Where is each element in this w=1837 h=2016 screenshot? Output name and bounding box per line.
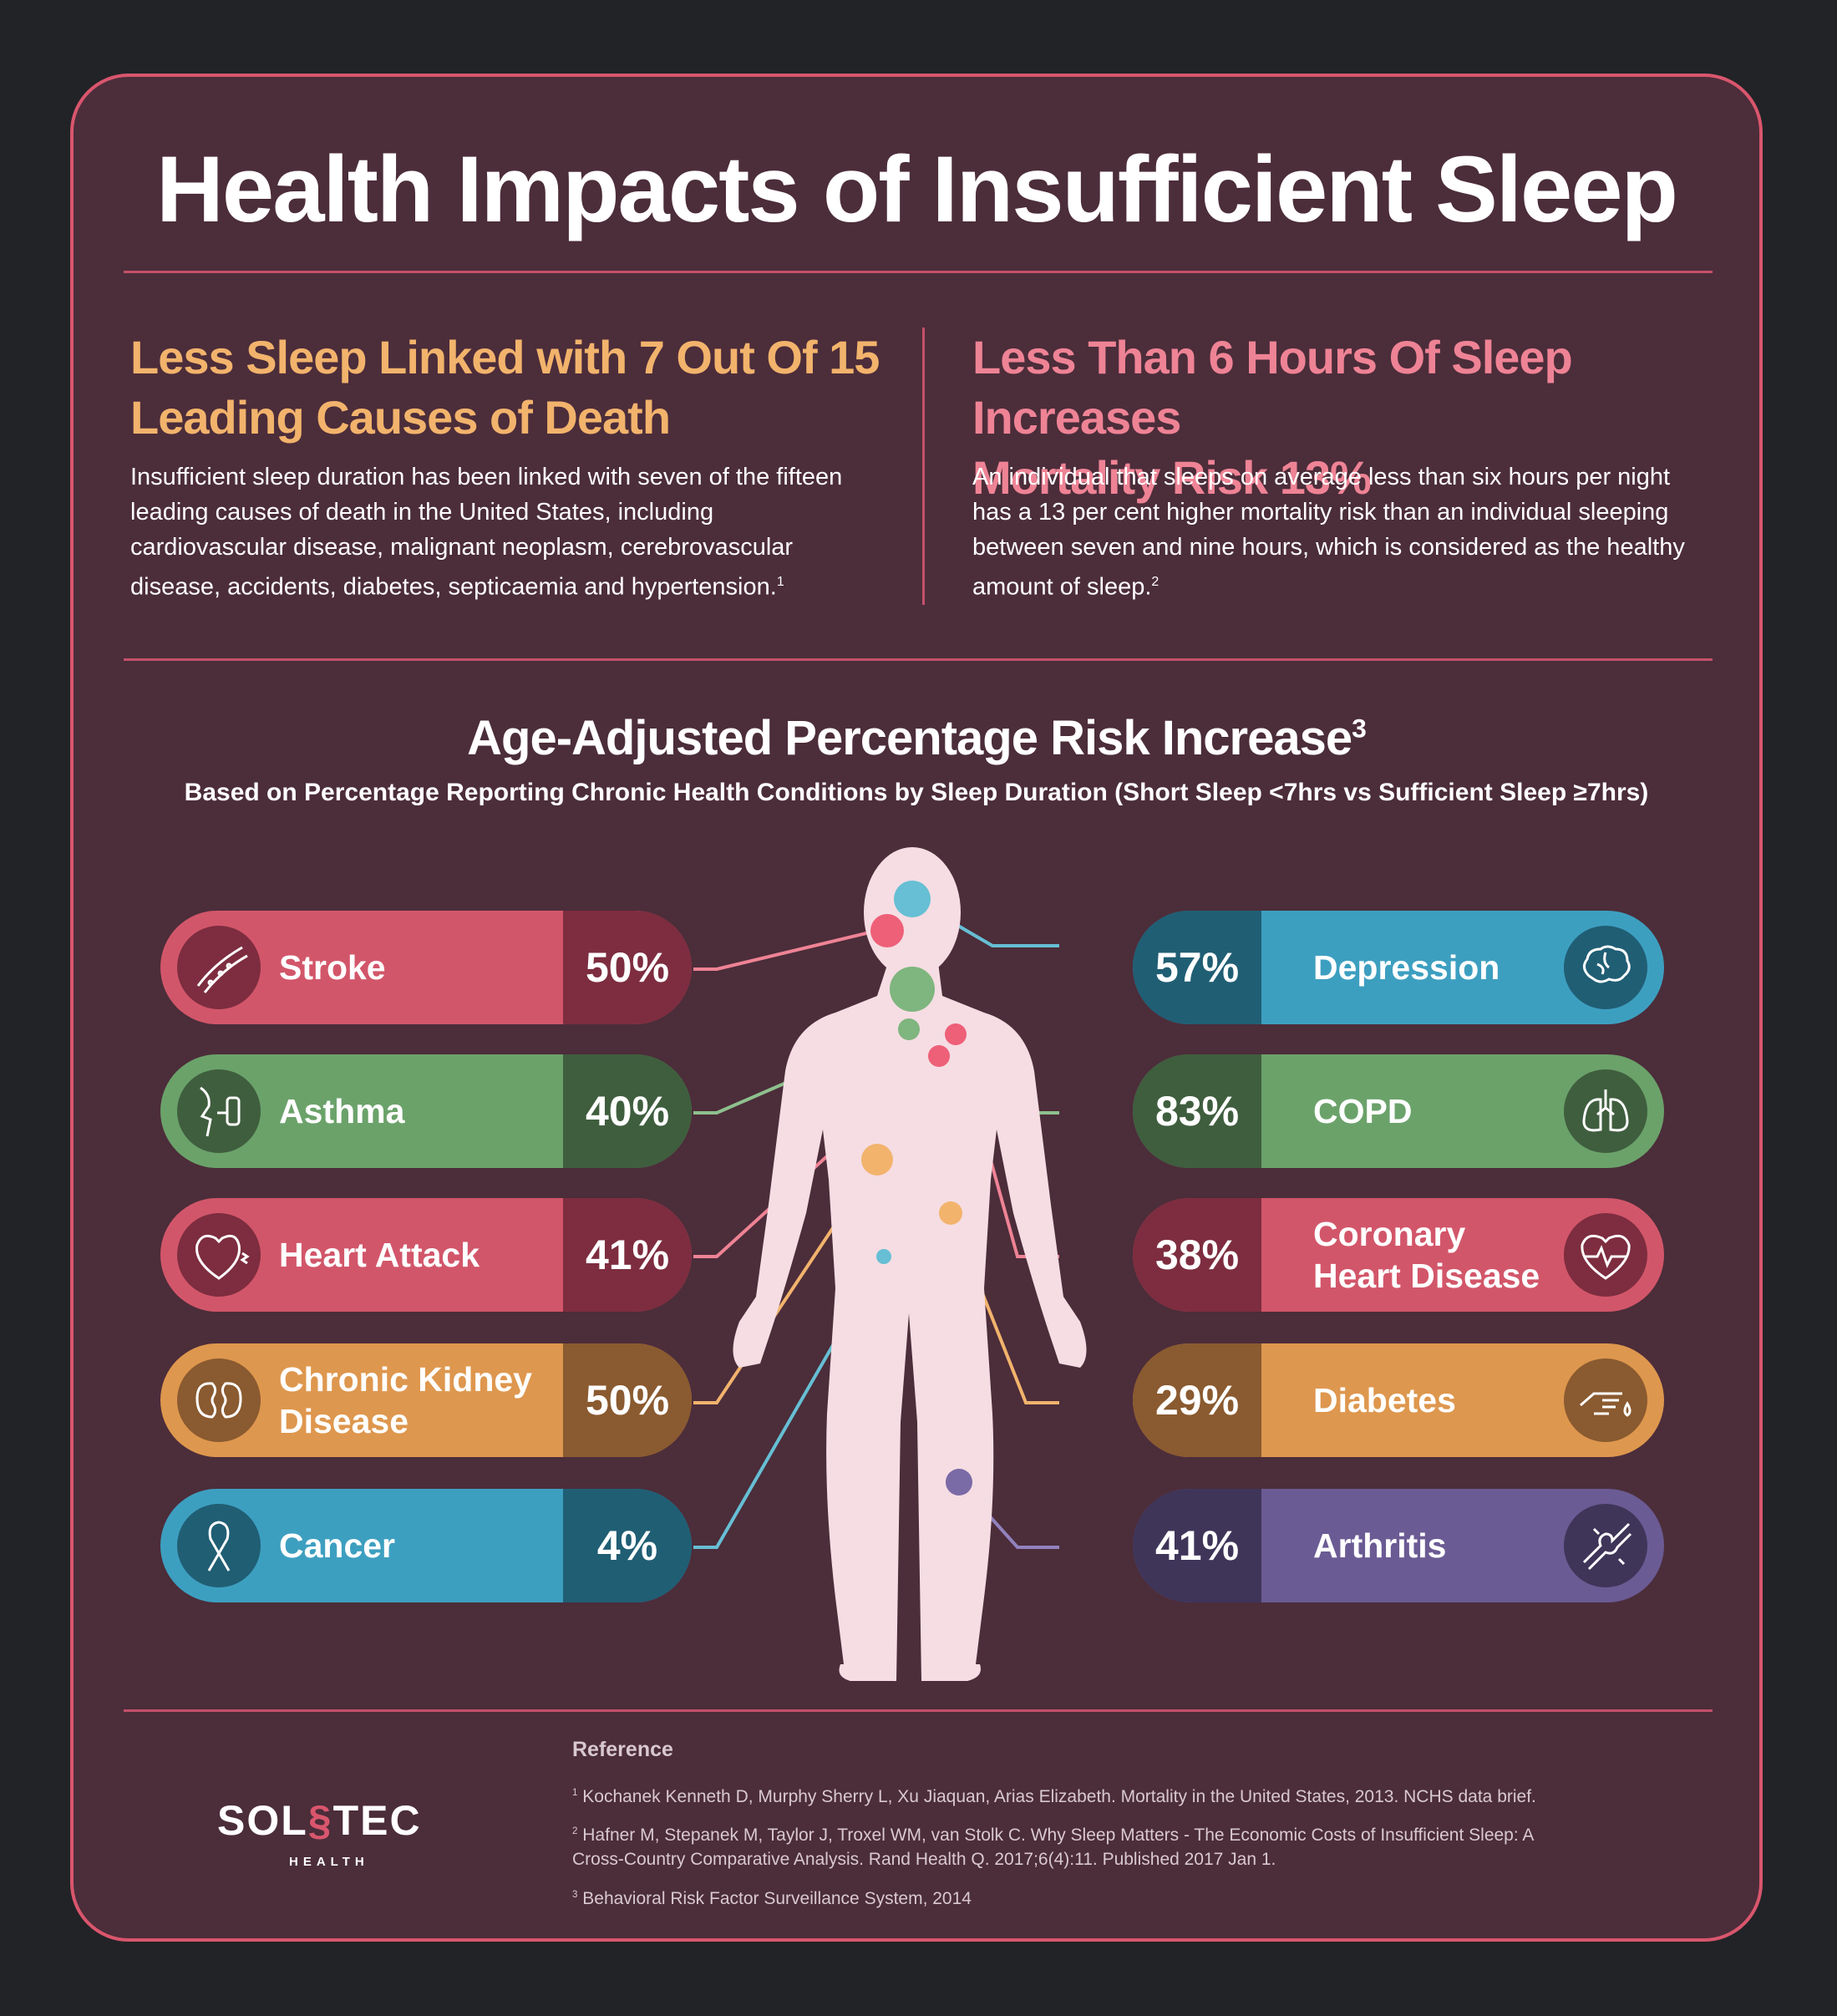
dna-icon: § [307, 1797, 333, 1844]
finger-drop-icon [1564, 1358, 1647, 1442]
lungs-icon [1564, 1069, 1647, 1153]
section-subtitle: Based on Percentage Reporting Chronic He… [184, 779, 1649, 806]
condition-name: Depression [1313, 948, 1500, 987]
condition-stroke: Stroke 50% [160, 911, 692, 1024]
condition-value: 41% [563, 1198, 692, 1312]
joint-icon [1564, 1504, 1647, 1587]
reference-item: 3 Behavioral Risk Factor Surveillance Sy… [572, 1889, 972, 1908]
divider [124, 658, 1713, 661]
condition-name: Cancer [279, 1526, 396, 1565]
condition-name: Chronic Kidney Disease [279, 1360, 532, 1440]
right-column-heading: Less Than 6 Hours Of Sleep Increases Mor… [972, 331, 1573, 504]
condition-asthma: Asthma 40% [160, 1054, 692, 1168]
divider [124, 1709, 1713, 1712]
reference-item: 2 Hafner M, Stepanek M, Taylor J, Troxel… [572, 1826, 1534, 1869]
condition-name: Arthritis [1313, 1526, 1447, 1565]
marker-cancer [876, 1249, 891, 1264]
page-title: Health Impacts of Insufficient Sleep [156, 137, 1678, 241]
divider [124, 271, 1713, 273]
condition-copd: 83% COPD [1133, 1054, 1664, 1168]
condition-value: 57% [1133, 911, 1261, 1024]
marker-depression [894, 881, 931, 917]
marker-asthma [898, 1018, 920, 1040]
condition-name: Stroke [279, 948, 386, 987]
ribbon-icon [177, 1504, 261, 1587]
condition-value: 83% [1133, 1054, 1261, 1168]
left-column-heading: Less Sleep Linked with 7 Out Of 15 Leadi… [130, 331, 880, 444]
left-column-body: Insufficient sleep duration has been lin… [130, 464, 843, 601]
column-divider [922, 328, 925, 605]
condition-name: Asthma [279, 1092, 405, 1130]
marker-copd [890, 967, 935, 1012]
connector-kidney [693, 1160, 879, 1404]
body-markers [861, 881, 972, 1495]
kidney-icon [177, 1358, 261, 1442]
infographic-card: Health Impacts of Insufficient Sleep Les… [70, 74, 1763, 1942]
marker-coronary [945, 1023, 967, 1045]
condition-name: Coronary Heart Disease [1313, 1215, 1540, 1295]
condition-name: Heart Attack [279, 1236, 480, 1274]
body-figure [693, 847, 1087, 1681]
condition-diabetes: 29% Diabetes [1133, 1343, 1664, 1457]
condition-value: 29% [1133, 1343, 1261, 1457]
marker-arthritis [946, 1469, 972, 1495]
condition-value: 50% [563, 1343, 692, 1457]
marker-stroke [870, 914, 904, 947]
soltec-logo: SOL§TEC [217, 1797, 422, 1844]
condition-arthritis: 41% Arthritis [1133, 1489, 1664, 1602]
reference-item: 1 Kochanek Kenneth D, Murphy Sherry L, X… [572, 1787, 1536, 1806]
heart-icon [177, 1213, 261, 1297]
marker-kidney [861, 1144, 893, 1176]
heartbeat-icon [1564, 1213, 1647, 1297]
brain-icon [1564, 926, 1647, 1009]
condition-cancer: Cancer 4% [160, 1489, 692, 1602]
condition-value: 38% [1133, 1198, 1261, 1312]
marker-diabetes [939, 1201, 962, 1225]
condition-value: 4% [563, 1489, 692, 1602]
right-column-body: An individual that sleeps on average les… [972, 464, 1685, 601]
connector-stroke [693, 927, 885, 971]
condition-value: 50% [563, 911, 692, 1024]
condition-chronic-kidney-disease: Chronic Kidney Disease 50% [160, 1343, 692, 1457]
connector-cancer [693, 1256, 886, 1549]
marker-heart-attack [928, 1045, 950, 1067]
condition-value: 41% [1133, 1489, 1261, 1602]
condition-name: Diabetes [1313, 1381, 1456, 1419]
condition-name: COPD [1313, 1092, 1413, 1130]
reference-heading: Reference [572, 1738, 673, 1761]
logo-subtitle: HEALTH [289, 1855, 369, 1869]
section-title: Age-Adjusted Percentage Risk Increase3 [467, 711, 1367, 765]
blood-vessel-icon [177, 926, 261, 1009]
condition-heart-attack: Heart Attack 41% [160, 1198, 692, 1312]
inhaler-icon [177, 1069, 261, 1153]
condition-coronary-heart-disease: 38% Coronary Heart Disease [1133, 1198, 1664, 1312]
condition-depression: 57% Depression [1133, 911, 1664, 1024]
condition-value: 40% [563, 1054, 692, 1168]
